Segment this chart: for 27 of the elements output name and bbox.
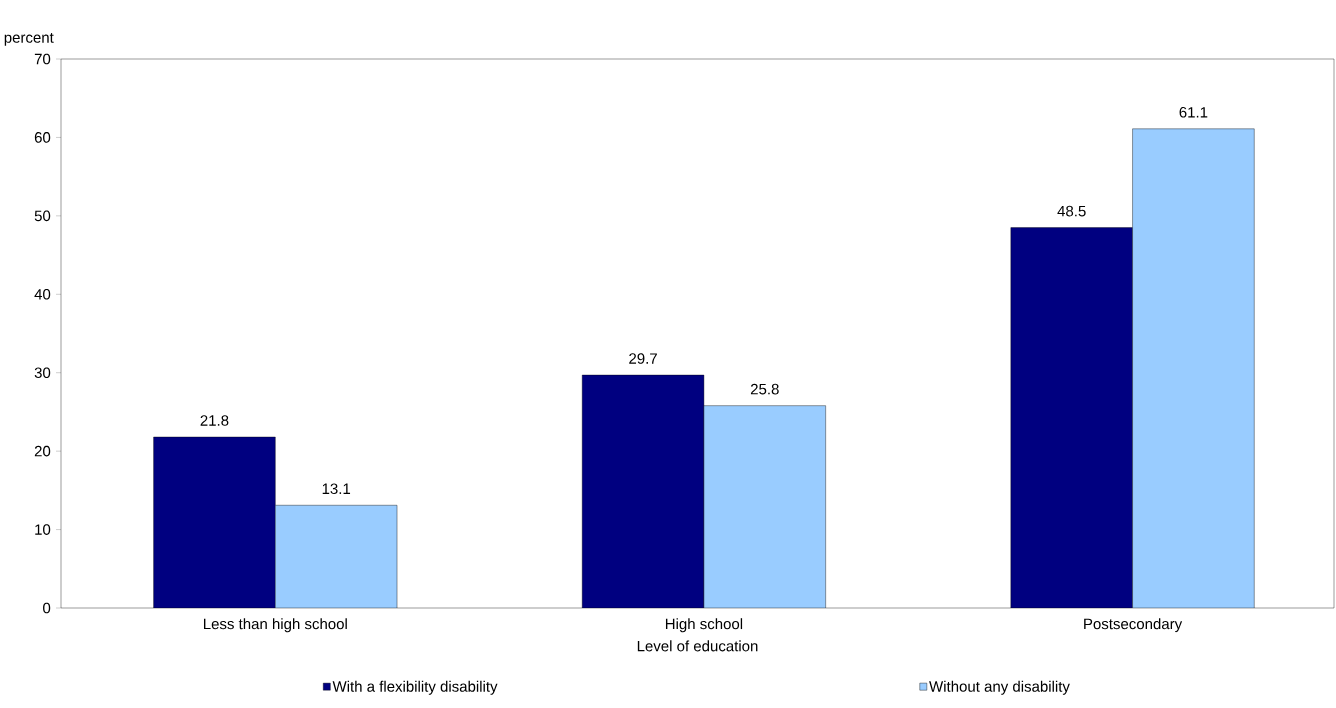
x-tick-label: High school — [665, 618, 743, 633]
legend-label: Without any disability — [929, 680, 1070, 695]
data-label: 21.8 — [200, 415, 229, 426]
bar — [1132, 128, 1255, 608]
x-tick-label: Less than high school — [203, 618, 347, 633]
data-label: 29.7 — [629, 353, 657, 364]
y-tick-label: 40 — [34, 288, 51, 300]
bar — [275, 505, 398, 608]
y-tick-label: 30 — [34, 367, 51, 379]
y-tick-label: 10 — [35, 524, 51, 535]
bar — [153, 436, 276, 608]
data-label: 25.8 — [750, 383, 779, 395]
data-label: 61.1 — [1179, 106, 1208, 118]
y-axis-title: percent — [4, 32, 54, 46]
y-tick-label: 60 — [34, 132, 51, 143]
x-tick-label: Postsecondary — [1084, 618, 1183, 633]
bar — [703, 405, 826, 608]
y-tick-label: 70 — [34, 53, 51, 65]
data-label: 13.1 — [322, 483, 351, 495]
x-axis-title: Level of education — [637, 640, 758, 652]
bar — [1010, 227, 1133, 608]
y-tick-label: 50 — [34, 210, 51, 222]
data-label: 48.5 — [1057, 205, 1086, 217]
legend-label: With a flexibility disability — [332, 680, 498, 695]
bar — [582, 374, 705, 608]
y-tick-label: 20 — [34, 445, 51, 457]
y-tick-label: 0 — [43, 602, 51, 614]
